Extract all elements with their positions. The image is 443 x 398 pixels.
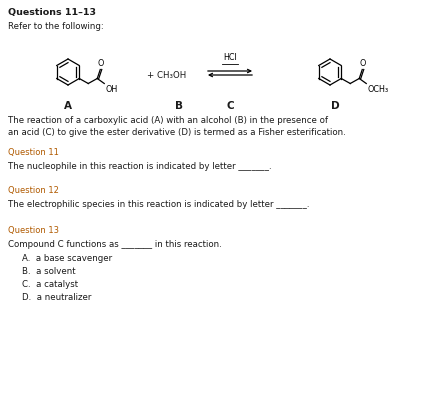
Text: C: C [226,101,234,111]
Text: C.  a catalyst: C. a catalyst [22,280,78,289]
Text: D: D [330,101,339,111]
Text: an acid (C) to give the ester derivative (D) is termed as a Fisher esterificatio: an acid (C) to give the ester derivative… [8,128,346,137]
Text: Question 13: Question 13 [8,226,59,235]
Text: Questions 11–13: Questions 11–13 [8,8,96,17]
Text: D.  a neutralizer: D. a neutralizer [22,293,91,302]
Text: Refer to the following:: Refer to the following: [8,22,104,31]
Text: B.  a solvent: B. a solvent [22,267,76,276]
Text: Question 11: Question 11 [8,148,59,157]
Text: A: A [64,101,72,111]
Text: The nucleophile in this reaction is indicated by letter _______.: The nucleophile in this reaction is indi… [8,162,272,171]
Text: B: B [175,101,183,111]
Text: HCl: HCl [223,53,237,62]
Text: A.  a base scavenger: A. a base scavenger [22,254,112,263]
Text: + CH₃OH: + CH₃OH [147,70,186,80]
Text: OH: OH [105,84,117,94]
Text: The reaction of a carboxylic acid (A) with an alcohol (B) in the presence of: The reaction of a carboxylic acid (A) wi… [8,116,328,125]
Text: O: O [97,59,104,68]
Text: Compound C functions as _______ in this reaction.: Compound C functions as _______ in this … [8,240,222,249]
Text: O: O [359,59,365,68]
Text: The electrophilic species in this reaction is indicated by letter _______.: The electrophilic species in this reacti… [8,200,310,209]
Text: Question 12: Question 12 [8,186,59,195]
Text: OCH₃: OCH₃ [367,84,389,94]
